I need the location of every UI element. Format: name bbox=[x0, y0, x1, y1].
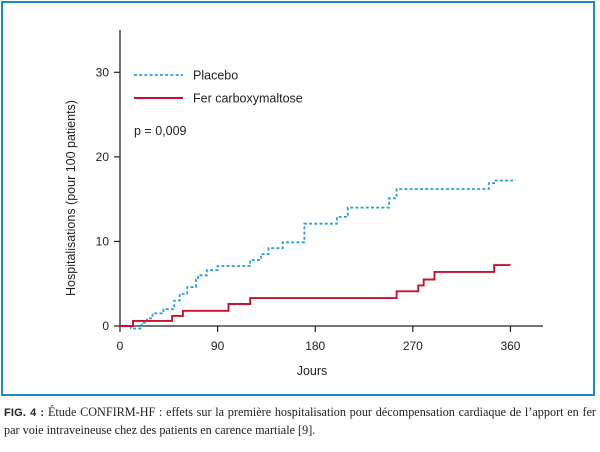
series-lines bbox=[120, 179, 516, 330]
y-tick-label: 30 bbox=[96, 65, 110, 79]
figure-caption: FIG. 4 : Étude CONFIRM-HF : effets sur l… bbox=[4, 404, 596, 439]
legend-label-ferric: Fer carboxymaltose bbox=[193, 92, 303, 106]
y-tick-label: 20 bbox=[96, 150, 110, 164]
x-tick-label: 180 bbox=[305, 339, 325, 353]
x-tick-label: 360 bbox=[500, 339, 520, 353]
p-value-annotation: p = 0,009 bbox=[134, 124, 187, 138]
y-tick-label: 10 bbox=[96, 234, 110, 248]
x-axis-title: Jours bbox=[297, 364, 328, 378]
legend: Placebo Fer carboxymaltose bbox=[134, 69, 303, 106]
x-tick-label: 90 bbox=[211, 339, 225, 353]
placebo-series-line bbox=[120, 179, 516, 330]
x-tick-label: 0 bbox=[117, 339, 124, 353]
y-axis-title: Hospitalisations (pour 100 patients) bbox=[64, 100, 78, 296]
ferric-carboxymaltose-series-line bbox=[120, 264, 511, 327]
x-tick-label: 270 bbox=[403, 339, 423, 353]
caption-text: Étude CONFIRM-HF : effets sur la premièr… bbox=[4, 405, 596, 437]
legend-label-placebo: Placebo bbox=[193, 69, 238, 83]
line-chart: 0 10 20 30 0 90 180 270 360 Placebo Fer carboxyma… bbox=[64, 30, 543, 378]
figure-frame: 0 10 20 30 0 90 180 270 360 Placebo Fer carboxyma… bbox=[1, 1, 595, 396]
axes bbox=[119, 30, 543, 327]
ticks: 0 10 20 30 0 90 180 270 360 bbox=[96, 65, 521, 353]
caption-label: FIG. 4 : bbox=[4, 407, 45, 419]
y-tick-label: 0 bbox=[102, 319, 109, 333]
